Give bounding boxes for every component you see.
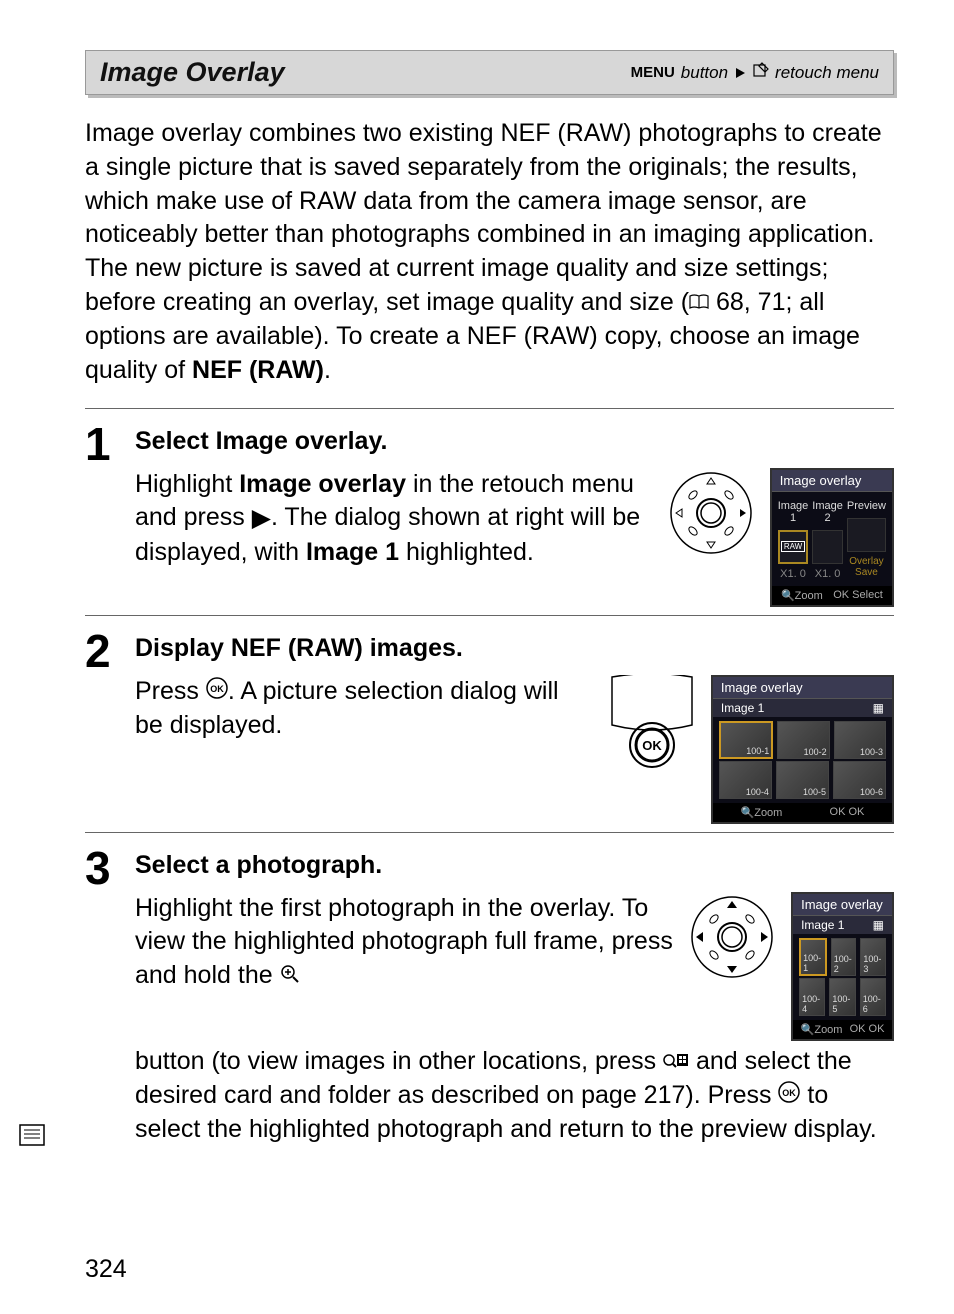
zoom-in-icon bbox=[280, 960, 300, 994]
thumbnail: 100-1 bbox=[799, 938, 827, 976]
thumbnail: 100-6 bbox=[860, 978, 886, 1016]
thumbnail: 100-5 bbox=[776, 761, 829, 799]
step-1: 1 Select Image overlay. Highlight Image … bbox=[85, 421, 894, 607]
screen-title: Image overlay bbox=[713, 677, 892, 699]
multi-selector-illustration bbox=[687, 892, 777, 982]
retouch-icon bbox=[753, 62, 769, 83]
foot-zoom: 🔍Zoom bbox=[781, 589, 823, 602]
ok-button-illustration: OK bbox=[607, 675, 697, 775]
thumbnail: 100-3 bbox=[860, 938, 886, 976]
button-label: button bbox=[681, 63, 728, 83]
step-text: Highlight the first photograph in the ov… bbox=[135, 892, 673, 994]
camera-screen-1: Image overlay Image 1 RAW X1. 0 Image 2 … bbox=[770, 468, 894, 607]
menu-path: retouch menu bbox=[775, 63, 879, 83]
step-2: 2 Display NEF (RAW) images. Press OK. A … bbox=[85, 628, 894, 824]
ok-icon: OK bbox=[206, 675, 228, 709]
filter-icon: ▦ bbox=[873, 918, 884, 932]
thumbnail: 100-1 bbox=[719, 721, 773, 759]
svg-text:OK: OK bbox=[783, 1088, 797, 1098]
screen-title: Image overlay bbox=[772, 470, 892, 492]
section-tab-icon bbox=[18, 1121, 46, 1154]
step-text: Highlight Image overlay in the retouch m… bbox=[135, 468, 652, 570]
section-header: Image Overlay MENU button retouch menu bbox=[85, 50, 894, 95]
thumbnail: 100-2 bbox=[777, 721, 829, 759]
separator bbox=[85, 615, 894, 616]
intro-bold: NEF (RAW) bbox=[192, 356, 324, 384]
page-number: 324 bbox=[85, 1255, 127, 1284]
arrow-icon bbox=[736, 68, 745, 78]
qual-icon bbox=[663, 1045, 689, 1079]
slot-image-2 bbox=[812, 530, 843, 564]
svg-text:OK: OK bbox=[642, 738, 662, 753]
step-text: Press OK. A picture selection dialog wil… bbox=[135, 675, 593, 743]
foot-zoom: 🔍Zoom bbox=[741, 806, 783, 819]
thumbnail: 100-3 bbox=[834, 721, 886, 759]
step-title: Select a photograph. bbox=[135, 851, 894, 880]
separator bbox=[85, 832, 894, 833]
step-number: 2 bbox=[85, 628, 119, 824]
slot-preview bbox=[847, 518, 886, 552]
step-text-continued: button (to view images in other location… bbox=[135, 1045, 894, 1147]
thumbnail: 100-5 bbox=[829, 978, 855, 1016]
thumbnail: 100-4 bbox=[719, 761, 772, 799]
foot-ok: OK OK bbox=[850, 1023, 885, 1036]
right-arrow-icon: ▶ bbox=[252, 502, 271, 536]
intro-text-a: Image overlay combines two existing NEF … bbox=[85, 119, 882, 316]
menu-label: MENU bbox=[631, 64, 675, 81]
step-title: Select Image overlay. bbox=[135, 427, 894, 456]
camera-screen-3: Image overlay Image 1▦ 100-1 100-2 100-3… bbox=[791, 892, 894, 1041]
thumbnail: 100-4 bbox=[799, 978, 825, 1016]
ok-icon: OK bbox=[778, 1079, 800, 1113]
separator bbox=[85, 408, 894, 409]
svg-text:OK: OK bbox=[210, 684, 224, 694]
thumbnail: 100-2 bbox=[831, 938, 857, 976]
step-number: 1 bbox=[85, 421, 119, 607]
step-title: Display NEF (RAW) images. bbox=[135, 634, 894, 663]
foot-zoom: 🔍Zoom bbox=[801, 1023, 843, 1036]
foot-ok: OK OK bbox=[830, 806, 865, 819]
intro-paragraph: Image overlay combines two existing NEF … bbox=[85, 117, 894, 388]
step-number: 3 bbox=[85, 845, 119, 1147]
multi-selector-illustration bbox=[666, 468, 756, 558]
section-title: Image Overlay bbox=[100, 57, 285, 88]
breadcrumb: MENU button retouch menu bbox=[631, 62, 879, 83]
filter-icon: ▦ bbox=[873, 701, 884, 715]
foot-select: OK Select bbox=[833, 589, 883, 602]
camera-screen-2: Image overlay Image 1▦ 100-1 100-2 100-3… bbox=[711, 675, 894, 824]
intro-period: . bbox=[324, 356, 331, 384]
slot-image-1: RAW bbox=[778, 530, 809, 564]
book-icon bbox=[689, 286, 709, 320]
step-3: 3 Select a photograph. Highlight the fir… bbox=[85, 845, 894, 1147]
thumbnail: 100-6 bbox=[833, 761, 886, 799]
screen-title: Image overlay bbox=[793, 894, 892, 916]
